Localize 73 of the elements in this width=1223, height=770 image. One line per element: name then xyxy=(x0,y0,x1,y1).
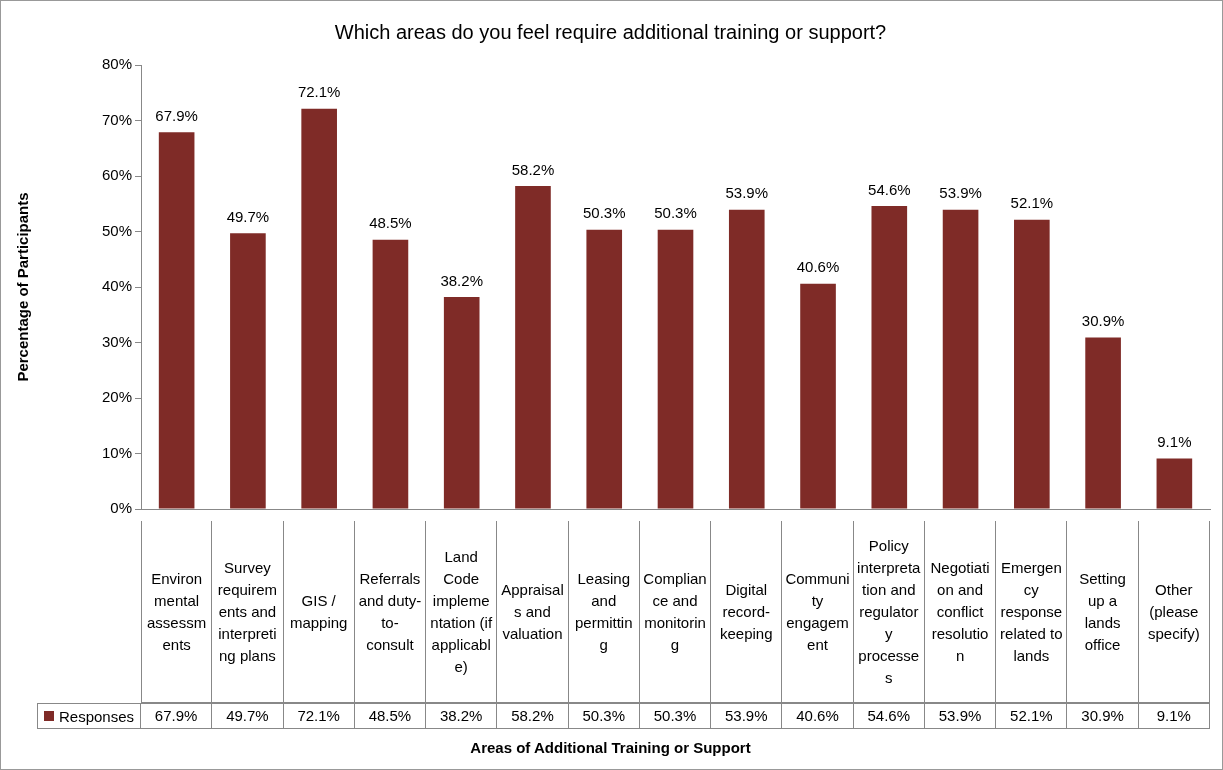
text: 50.3% xyxy=(654,204,697,222)
x-tick-label: Survey requirements and interpreting plans xyxy=(216,557,278,666)
data-label: 9.1% xyxy=(1138,703,1210,729)
x-tick-label: Land Code implementation (if applicable) xyxy=(429,546,494,677)
data-label: 30.9% xyxy=(1067,703,1139,729)
data-label: 53.9% xyxy=(924,703,997,729)
x-tick-label: Policy interpretation and regulatory processes xyxy=(856,535,921,688)
x-tick-label: Setting up a lands office xyxy=(1078,568,1127,655)
bar xyxy=(871,205,908,509)
y-tick-label: 10% xyxy=(101,443,132,461)
data-label: 40.6% xyxy=(782,703,854,729)
x-tick-label: Digital record-keeping xyxy=(719,579,774,644)
bar xyxy=(158,132,195,509)
bar xyxy=(657,229,694,509)
text: 52.1% xyxy=(1010,194,1054,212)
y-tick-label: 50% xyxy=(101,221,132,239)
x-tick-label: Appraisals and valuation xyxy=(500,579,565,644)
x-tick-label: Leasing and permitting xyxy=(573,568,634,655)
data-label: 49.7% xyxy=(212,703,284,729)
data-label: 53.9% xyxy=(711,703,783,729)
text: 40.6% xyxy=(796,258,840,276)
text: 67.9% xyxy=(155,106,198,124)
text: 30.9% xyxy=(1081,312,1125,330)
text: 53.9% xyxy=(725,184,769,202)
data-label: 72.1% xyxy=(283,703,355,729)
y-tick-label: 20% xyxy=(101,388,132,406)
text: 38.2% xyxy=(440,271,483,289)
bar xyxy=(301,108,337,509)
data-label: 50.3% xyxy=(568,703,640,729)
bar xyxy=(230,233,266,509)
data-label: 52.1% xyxy=(996,703,1068,729)
y-axis-title: Percentage of Participants xyxy=(14,192,32,382)
text: 49.7% xyxy=(226,207,270,225)
text: 58.2% xyxy=(511,160,555,178)
x-tick-label: Emergency response related to lands xyxy=(999,557,1064,666)
y-tick-label: 70% xyxy=(101,110,132,128)
y-tick-label: 40% xyxy=(101,277,132,295)
text: 53.9% xyxy=(939,184,982,202)
x-tick-label: GIS / mapping xyxy=(288,590,349,633)
bar xyxy=(728,209,765,509)
text: 72.1% xyxy=(297,83,341,101)
data-label: 48.5% xyxy=(354,703,427,729)
y-tick-label: 60% xyxy=(101,166,132,184)
data-label: 50.3% xyxy=(639,703,712,729)
bar xyxy=(1085,337,1121,509)
bar xyxy=(1156,458,1193,509)
x-tick-label: Other (please specify) xyxy=(1147,579,1201,644)
bar xyxy=(443,296,480,509)
data-label: 38.2% xyxy=(426,703,498,729)
data-label: 54.6% xyxy=(853,703,925,729)
text: 54.6% xyxy=(868,180,911,198)
text: 50.3% xyxy=(582,204,626,222)
text: 48.5% xyxy=(369,214,412,232)
bar xyxy=(515,185,551,509)
data-label: 58.2% xyxy=(497,703,569,729)
data-label: 67.9% xyxy=(141,703,213,729)
x-axis-title: Areas of Additional Training or Support xyxy=(469,739,752,756)
bar xyxy=(1014,219,1050,509)
x-tick-label: Compliance and monitoring xyxy=(642,568,708,655)
y-tick-label: 0% xyxy=(110,499,132,517)
x-tick-label: Negotiation and conflict resolution xyxy=(929,557,991,666)
x-tick-label: Referrals and duty-to-consult xyxy=(357,568,423,655)
bar xyxy=(372,239,409,509)
y-tick-label: 30% xyxy=(101,332,132,350)
y-tick-label: 80% xyxy=(101,55,132,73)
x-tick-label: Environmental assessments xyxy=(146,568,208,655)
bar xyxy=(586,229,623,509)
legend-label: Responses xyxy=(58,707,135,725)
text: 9.1% xyxy=(1157,433,1192,451)
bar xyxy=(800,283,836,509)
bar xyxy=(942,209,979,509)
chart-title: Which areas do you feel require additional training or support? xyxy=(334,20,887,43)
x-tick-label: Community engagement xyxy=(785,568,850,655)
